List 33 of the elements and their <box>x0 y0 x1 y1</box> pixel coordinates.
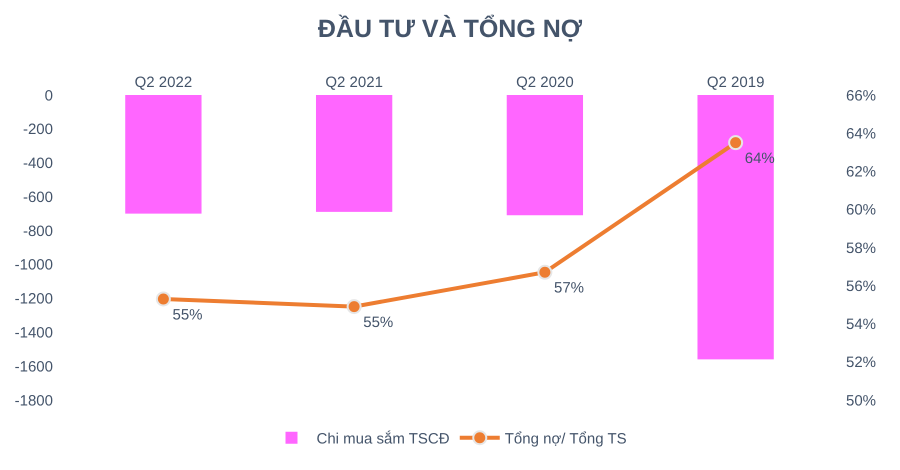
x-tick-label: Q2 2022 <box>134 74 192 91</box>
chart-title: ĐẦU TƯ VÀ TỔNG NỢ <box>318 14 583 43</box>
point <box>728 135 744 150</box>
legend-label: Tổng nợ/ Tổng TS <box>504 430 627 448</box>
y2-tick-label: 54% <box>846 316 876 333</box>
y2-tick-label: 50% <box>846 392 876 410</box>
data-label: 55% <box>363 314 394 331</box>
x-tick-label: Q2 2020 <box>516 74 574 91</box>
x-tick-label: Q2 2019 <box>706 74 764 91</box>
y2-tick-label: 56% <box>846 278 876 295</box>
y2-tick-label: 66% <box>846 87 876 104</box>
legend-label: Chi mua sắm TSCĐ <box>316 430 450 448</box>
point <box>346 299 362 314</box>
y-tick-label: -200 <box>22 121 53 138</box>
y-tick-label: -1800 <box>14 392 53 410</box>
y2-tick-label: 58% <box>846 240 876 257</box>
y-tick-label: -600 <box>22 188 53 206</box>
point <box>537 264 552 280</box>
y-tick-label: 0 <box>44 87 53 104</box>
data-label: 57% <box>554 280 584 297</box>
y2-tick-label: 52% <box>846 354 876 372</box>
point <box>156 291 171 306</box>
y2-tick-label: 62% <box>846 164 876 180</box>
y-tick-label: -1400 <box>14 324 53 342</box>
y-tick-label: -1000 <box>14 256 53 274</box>
x-tick-label: Q2 2021 <box>325 74 383 91</box>
y-tick-label: -1200 <box>14 290 53 308</box>
y-tick-label: -800 <box>22 222 53 240</box>
y2-tick-label: 60% <box>846 202 876 219</box>
y-tick-label: -400 <box>22 155 53 172</box>
data-label: 55% <box>172 306 203 324</box>
y2-tick-label: 64% <box>846 125 876 142</box>
y-tick-label: -1600 <box>14 358 53 376</box>
